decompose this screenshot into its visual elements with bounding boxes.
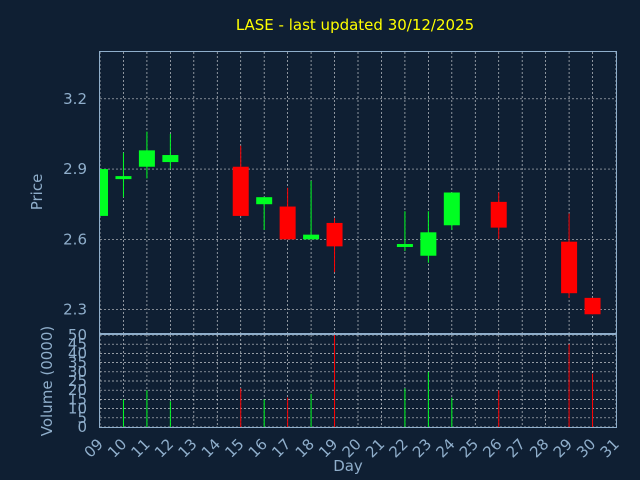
candle-body — [443, 192, 460, 226]
volume-axis-label: Volume (0000) — [38, 326, 56, 436]
volume-tick-label: 5 — [77, 409, 87, 427]
volume-tick-label: 30 — [68, 363, 87, 381]
price-panel-frame — [99, 51, 617, 334]
volume-tick-label: 40 — [68, 344, 87, 362]
candle-body — [584, 297, 601, 315]
volume-tick-label: 25 — [68, 372, 87, 390]
candle-body — [232, 166, 249, 216]
candle-body — [420, 232, 437, 256]
candle-body — [303, 234, 320, 240]
volume-tick-label: 35 — [68, 354, 87, 372]
price-tick-label: 2.9 — [63, 160, 87, 178]
x-axis-label: Day — [333, 457, 363, 475]
volume-tick-label: 50 — [68, 326, 87, 344]
candle-body — [396, 244, 413, 248]
price-tick-labels: 2.3 2.6 2.9 3.2 — [63, 90, 87, 319]
volume-tick-label: 15 — [68, 390, 87, 408]
candle-body — [279, 206, 296, 240]
volume-bars — [122, 335, 594, 427]
price-tick-label: 2.3 — [63, 301, 87, 319]
volume-tick-label: 20 — [68, 381, 87, 399]
volume-panel-frame — [99, 334, 617, 428]
y-axis-label: Price — [28, 174, 46, 211]
volume-tick-label: 10 — [68, 400, 87, 418]
volume-tick-label: 0 — [77, 418, 87, 436]
candles — [99, 131, 601, 315]
candle-body — [561, 241, 578, 294]
candle-body — [256, 197, 273, 205]
price-tick-label: 3.2 — [63, 90, 87, 108]
volume-tick-label: 45 — [68, 335, 87, 353]
candle-body — [100, 169, 108, 216]
candle-body — [138, 150, 155, 167]
price-tick-label: 2.6 — [63, 230, 87, 248]
candle-body — [490, 201, 507, 228]
candle-body — [326, 222, 343, 247]
candle-body — [115, 176, 132, 180]
candle-body — [162, 155, 179, 163]
chart-title: LASE - last updated 30/12/2025 — [236, 16, 474, 34]
